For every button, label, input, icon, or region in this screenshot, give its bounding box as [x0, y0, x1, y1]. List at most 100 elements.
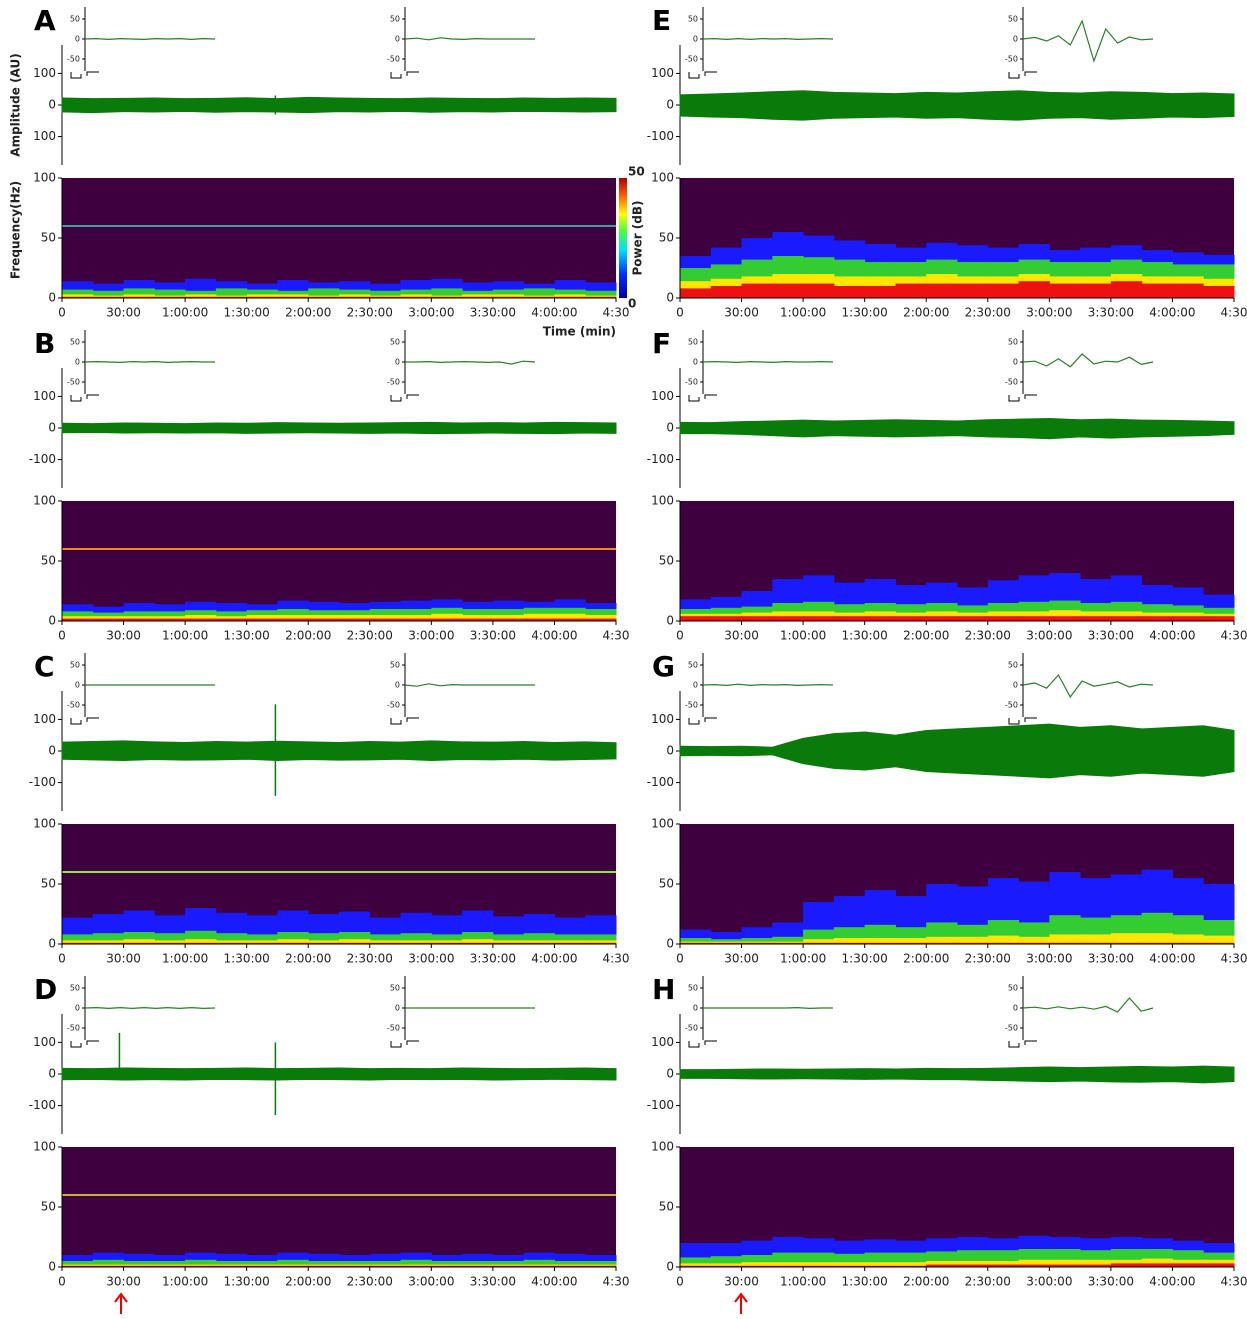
panel-label: H — [652, 973, 675, 1006]
x-tick-label: 30:00 — [724, 629, 759, 643]
x-tick-label: 0 — [58, 1275, 66, 1289]
x-tick-label: 4:00:00 — [531, 952, 577, 966]
spectrogram-cell — [1172, 616, 1204, 621]
spectrogram-cell — [957, 1261, 989, 1267]
x-tick-label: 4:00:00 — [1149, 306, 1195, 320]
spectrogram-cell — [957, 283, 989, 298]
spectrogram-cell — [741, 942, 773, 944]
spectrogram-cell — [62, 942, 94, 944]
spectrogram-cell — [585, 1265, 617, 1267]
y-tick-label: 0 — [48, 1067, 56, 1081]
x-tick-label: 3:30:00 — [470, 1275, 516, 1289]
inset-tick-label: -50 — [67, 1024, 80, 1033]
spectrogram-cell — [895, 1265, 927, 1267]
y-tick-label: 100 — [33, 129, 56, 143]
spectrogram-cell — [154, 296, 186, 298]
spectrogram-cell — [523, 618, 555, 621]
x-tick-label: 30:00 — [106, 629, 141, 643]
y-tick-label: 100 — [33, 389, 56, 403]
inset-tick-label: 0 — [395, 1004, 400, 1013]
trace-envelope — [61, 421, 617, 435]
spectrogram-cell — [308, 1261, 340, 1267]
spectrogram-cell — [1110, 942, 1143, 944]
spectrogram-cell — [123, 939, 155, 944]
spectrogram-cell — [680, 1263, 712, 1267]
y-tick-label: 100 — [33, 171, 56, 185]
spectrogram-cell — [431, 296, 463, 298]
spectrogram-cell — [1203, 286, 1235, 298]
spectrogram-cell — [339, 289, 371, 298]
spectrogram-cell — [864, 616, 896, 621]
spectrogram-cell — [215, 1261, 248, 1267]
spectrogram-cell — [431, 1261, 463, 1267]
y-tick-label: -100 — [647, 129, 674, 143]
y-tick-label: 100 — [33, 1140, 56, 1154]
x-tick-label: 1:00:00 — [780, 306, 826, 320]
spectrogram-cell — [62, 934, 94, 944]
y-tick-label: 100 — [33, 817, 56, 831]
spectrogram-cell — [400, 942, 432, 944]
x-tick-label: 0 — [676, 629, 684, 643]
inset-tick-label: 0 — [693, 35, 698, 44]
x-tick-label: 2:00:00 — [285, 952, 331, 966]
inset-tick-label: -50 — [1005, 701, 1018, 710]
spectrogram-cell — [492, 294, 525, 298]
spectrogram-cell — [833, 938, 866, 944]
x-tick-label: 4:30 — [603, 1275, 630, 1289]
spectrogram-cell — [710, 616, 743, 621]
spectrogram-cell — [523, 942, 555, 944]
spectrogram-cell — [741, 1265, 773, 1267]
inset-tick-label: 0 — [693, 681, 698, 690]
spectrogram-cell — [369, 942, 402, 944]
spectrogram-cell — [523, 1265, 555, 1267]
y-tick-label: 100 — [651, 1140, 674, 1154]
inset-tick-label: 50 — [390, 661, 400, 670]
spectrogram-cell — [554, 296, 586, 298]
spectrogram-cell — [803, 939, 835, 944]
spectrogram-cell — [1141, 942, 1173, 944]
spectrogram-cell — [554, 289, 586, 298]
inset-tick-label: 50 — [70, 984, 80, 993]
y-tick-label: 100 — [33, 1035, 56, 1049]
spectrogram-cell — [1049, 610, 1081, 621]
spectrogram-cell — [895, 942, 927, 944]
spectrogram-cell — [1203, 616, 1235, 621]
spectrogram-cell — [277, 615, 309, 621]
spectrogram-cell — [1080, 283, 1112, 298]
spectrogram-cell — [92, 933, 125, 944]
spectrogram-cell — [462, 615, 494, 621]
x-tick-label: 4:00:00 — [531, 629, 577, 643]
spectrogram-cell — [185, 1259, 217, 1267]
inset-tick-label: 50 — [688, 661, 698, 670]
x-tick-label: 0 — [676, 952, 684, 966]
spectrogram-cell — [62, 294, 94, 298]
inset-tick-label: -50 — [685, 701, 698, 710]
spectrogram-cell — [400, 1259, 432, 1267]
y-tick-label: 0 — [48, 1260, 56, 1274]
inset-tick-label: 50 — [688, 15, 698, 24]
spectrogram-cell — [339, 1265, 371, 1267]
spectrogram-cell — [339, 1261, 371, 1267]
inset-tick-label: -50 — [387, 701, 400, 710]
spectrogram-cell — [431, 613, 463, 621]
spectrogram-cell — [864, 1262, 896, 1267]
y-tick-label: 0 — [666, 1260, 674, 1274]
inset-scale — [70, 71, 99, 79]
spectrogram-cell — [926, 1264, 958, 1267]
x-tick-label: 4:00:00 — [531, 1275, 577, 1289]
spectrogram-cell — [987, 616, 1020, 621]
spectrogram-cell — [462, 939, 494, 944]
spectrogram-cell — [772, 283, 804, 298]
spectrogram-cell — [585, 1261, 617, 1267]
spectrogram-cell — [1049, 283, 1081, 298]
inset-tick-label: 50 — [70, 338, 80, 347]
spectrogram-cell — [92, 940, 125, 944]
spectrogram-cell — [1080, 616, 1112, 621]
spectrogram-cell — [1172, 1263, 1204, 1267]
spectrogram-cell — [957, 616, 989, 621]
spectrogram-cell — [523, 296, 555, 298]
x-tick-label: 1:30:00 — [224, 952, 270, 966]
x-tick-label: 1:30:00 — [842, 952, 888, 966]
inset-trace — [702, 360, 834, 364]
spectrogram-cell — [680, 616, 712, 621]
